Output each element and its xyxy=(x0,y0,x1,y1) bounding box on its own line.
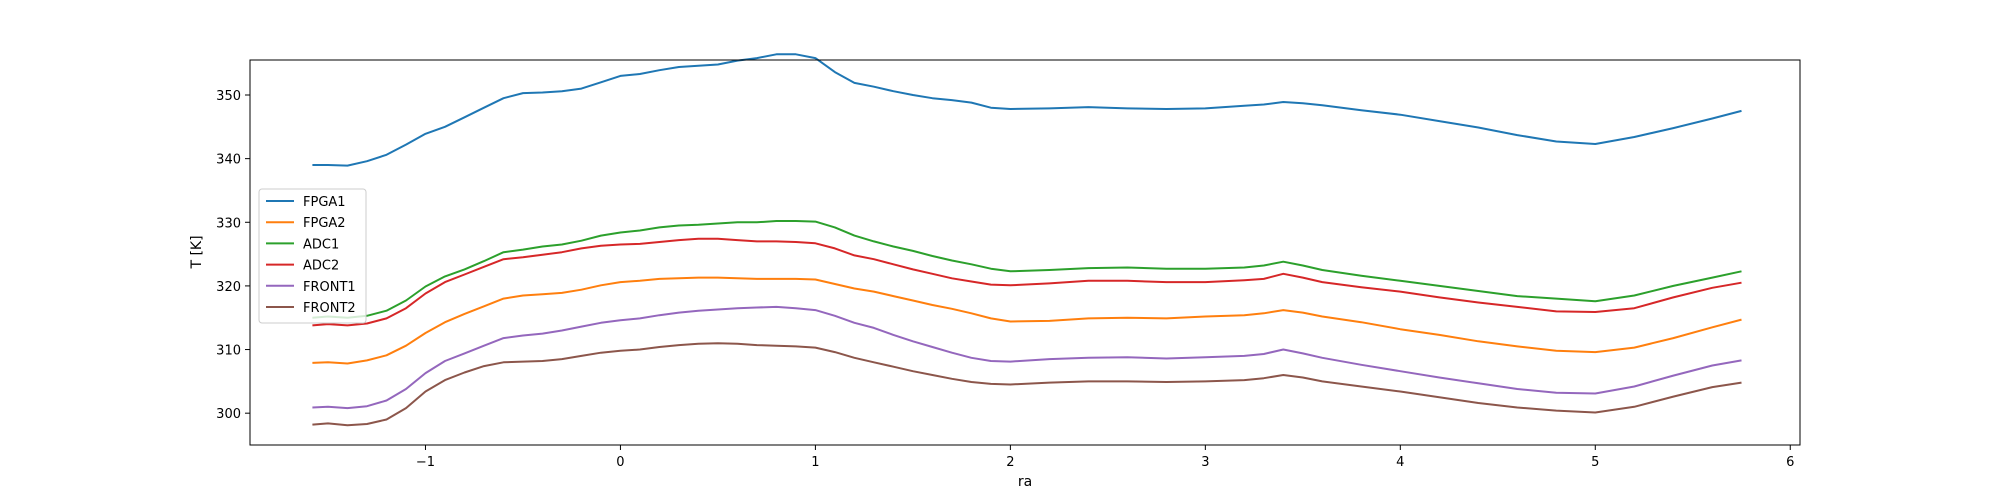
series-line-adc2 xyxy=(312,237,1742,327)
plot-background xyxy=(250,60,1800,445)
x-tick-label: 3 xyxy=(1201,455,1209,470)
series-line-front2 xyxy=(312,342,1742,427)
series-line-fpga1 xyxy=(312,53,1742,167)
legend-label-front2: FRONT2 xyxy=(303,301,356,316)
series-line-fpga2 xyxy=(312,276,1742,365)
x-axis: −1 0 1 2 3 4 5 6 xyxy=(416,445,1794,470)
x-tick-label: −1 xyxy=(416,455,435,470)
x-tick-label: 6 xyxy=(1786,455,1794,470)
legend-label-adc1: ADC1 xyxy=(303,237,339,252)
legend-label-fpga2: FPGA2 xyxy=(303,216,346,231)
x-tick-label: 5 xyxy=(1591,455,1599,470)
legend-label-fpga1: FPGA1 xyxy=(303,195,346,210)
x-tick-label: 1 xyxy=(811,455,819,470)
x-tick-label: 4 xyxy=(1396,455,1404,470)
series-layer xyxy=(312,53,1742,427)
y-axis: 300 310 320 330 340 350 xyxy=(216,89,250,422)
x-axis-label: ra xyxy=(1018,474,1032,490)
legend-label-front1: FRONT1 xyxy=(303,280,356,295)
y-tick-label: 300 xyxy=(216,407,241,422)
x-tick-label: 2 xyxy=(1006,455,1014,470)
y-tick-label: 310 xyxy=(216,344,241,359)
series-line-adc1 xyxy=(312,220,1742,319)
legend-label-adc2: ADC2 xyxy=(303,259,339,274)
legend: FPGA1 FPGA2 ADC1 ADC2 FRONT1 FRONT2 xyxy=(258,188,367,324)
y-tick-label: 340 xyxy=(216,153,241,168)
y-tick-label: 320 xyxy=(216,280,241,295)
y-tick-label: 350 xyxy=(216,89,241,104)
y-axis-label: T [K] xyxy=(189,235,205,269)
plot-frame xyxy=(249,59,1801,446)
y-tick-label: 330 xyxy=(216,216,241,231)
series-line-front1 xyxy=(312,305,1742,410)
x-tick-label: 0 xyxy=(616,455,624,470)
